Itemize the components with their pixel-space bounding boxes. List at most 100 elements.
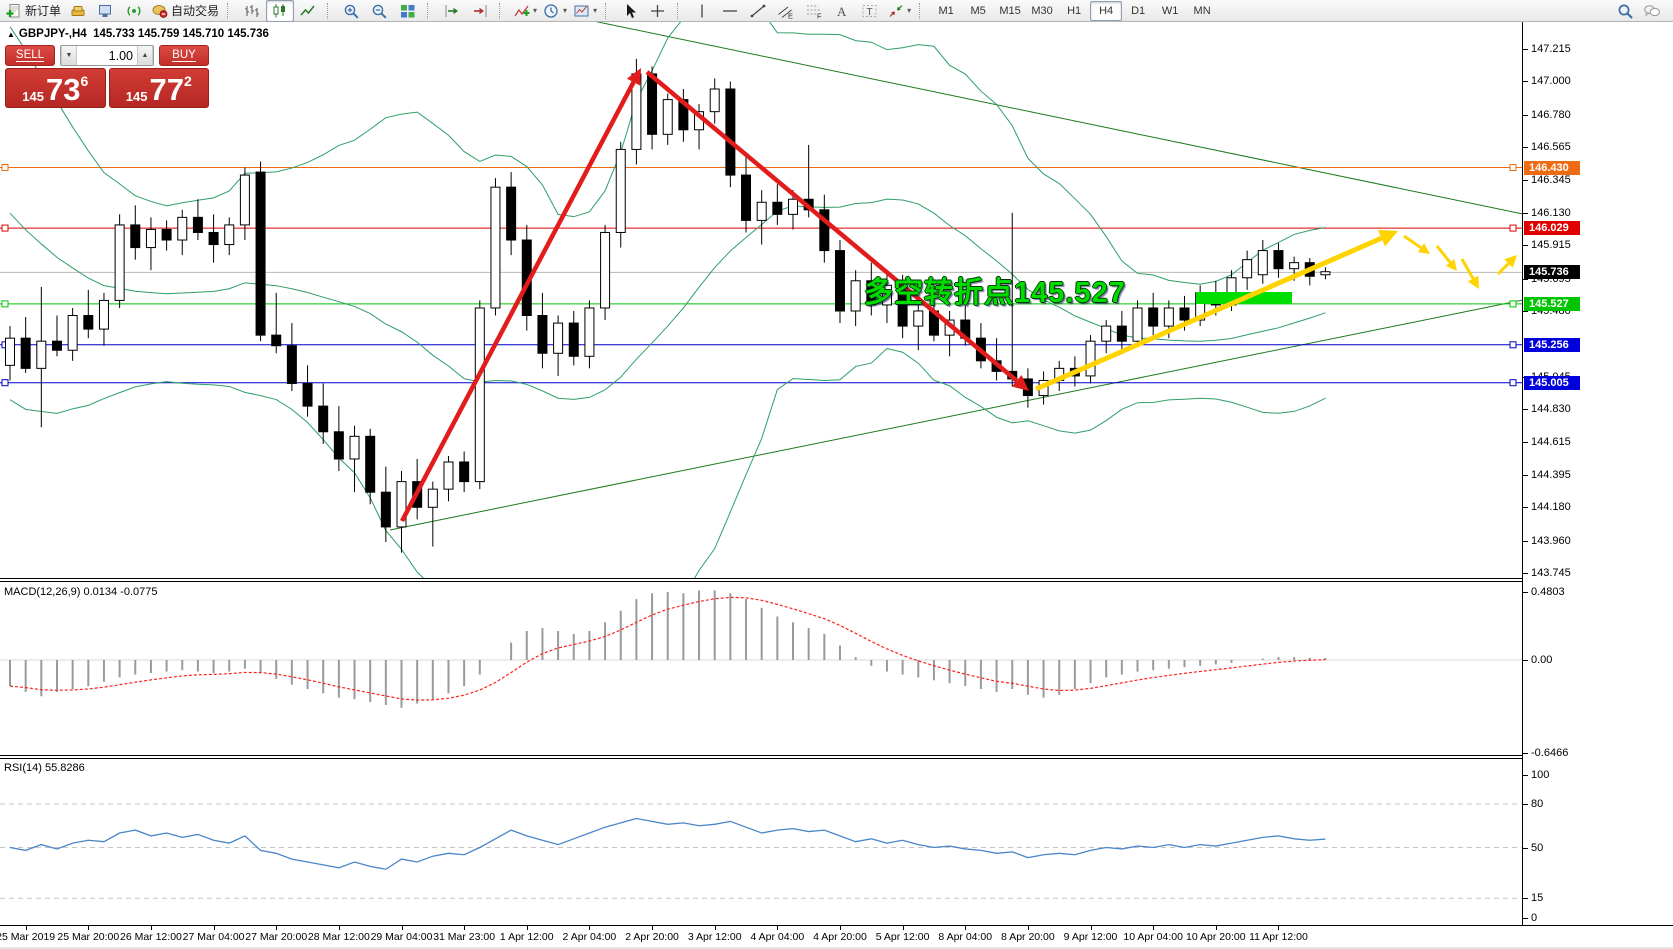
panel-separator[interactable]: [0, 758, 1673, 759]
panel-toggle-arrow[interactable]: ▲: [7, 30, 15, 39]
chart-shift-icon: [471, 3, 489, 19]
timeframe-H1[interactable]: H1: [1067, 4, 1082, 17]
chevron-down-icon[interactable]: ▾: [907, 6, 912, 15]
candle-body: [490, 186, 501, 309]
yellow-projection-arrows[interactable]: [1034, 229, 1517, 392]
candle-body: [553, 322, 564, 354]
time-axis-label: 25 Mar 20:00: [57, 931, 120, 943]
monitor-icon: [97, 3, 115, 19]
indicators-button[interactable]: ▾: [510, 0, 540, 22]
chart-shift-button[interactable]: [466, 0, 494, 22]
tiles-icon: [399, 3, 417, 19]
chevron-down-icon[interactable]: ▾: [593, 6, 598, 15]
chat-icon[interactable]: [1643, 3, 1661, 19]
candle-body: [114, 224, 125, 301]
templates-button[interactable]: ▾: [570, 0, 600, 22]
candle-body: [459, 461, 470, 483]
red-trend-arrows[interactable]: [400, 68, 1029, 523]
auto-trading-icon: [151, 3, 169, 19]
fibonacci-button[interactable]: F: [800, 0, 828, 22]
toolbar-separator: [227, 2, 235, 19]
vertical-line-button[interactable]: [688, 0, 716, 22]
candle-body: [725, 88, 736, 176]
line-anchor-square: [1509, 341, 1517, 349]
market-watch-button[interactable]: [64, 0, 92, 22]
timeframe-H4[interactable]: H4: [1090, 0, 1123, 21]
trendlines[interactable]: [389, 22, 1523, 531]
bar-chart-button[interactable]: [238, 0, 266, 22]
time-axis-tick: [652, 926, 654, 930]
candle-body: [1242, 259, 1253, 279]
zoom-out-button[interactable]: [366, 0, 394, 22]
time-axis-tick: [589, 926, 591, 930]
panel-separator[interactable]: [0, 581, 1673, 582]
sell-price-display[interactable]: 145 73 6: [5, 68, 106, 108]
candle-body: [333, 431, 344, 460]
crosshair-button[interactable]: [644, 0, 672, 22]
panel-separator: [0, 755, 1673, 756]
toolbar-separator: [605, 2, 613, 19]
rsi-indicator-panel[interactable]: [0, 759, 1523, 925]
tile-windows-button[interactable]: [394, 0, 422, 22]
equidistant-channel-button[interactable]: E: [772, 0, 800, 22]
periods-button[interactable]: ▾: [540, 0, 570, 22]
price-axis-label: 146.345: [1531, 174, 1571, 187]
chevron-down-icon[interactable]: ▾: [533, 6, 538, 15]
price-axis-tick: [1523, 114, 1528, 116]
rsi-axis-label: 50: [1531, 842, 1544, 854]
new-order-button[interactable]: 新订单: [2, 0, 64, 22]
timeframe-M1[interactable]: M1: [938, 4, 954, 17]
auto-scroll-button[interactable]: [438, 0, 466, 22]
candlestick-chart-button[interactable]: [266, 0, 295, 22]
top-toolbar: 新订单 自动交易 ▾ ▾ ▾ E F A T ▾ M1 M5 M15 M30 H1 H4 D1 W1 MN: [0, 0, 1673, 22]
time-axis[interactable]: 25 Mar 2019 25 Mar 20:00 26 Mar 12:00 27 Ma…: [0, 925, 1673, 947]
arrows-button[interactable]: ▾: [884, 0, 914, 22]
panel-separator: [0, 578, 1673, 579]
timeframe-M15[interactable]: M15: [999, 4, 1021, 17]
data-window-button[interactable]: [92, 0, 120, 22]
price-axis-label: 145.915: [1531, 239, 1571, 252]
time-axis-tick: [526, 926, 528, 930]
price-axis-label: 143.745: [1531, 566, 1571, 579]
signals-button[interactable]: [120, 0, 148, 22]
cursor-button[interactable]: [616, 0, 644, 22]
timeframe-D1[interactable]: D1: [1131, 4, 1146, 17]
timeframe-M30[interactable]: M30: [1031, 4, 1053, 17]
price-level-badge: 145.736: [1524, 265, 1580, 280]
text-button[interactable]: A: [828, 0, 856, 22]
time-axis-label: 1 Apr 12:00: [499, 931, 554, 943]
candle-body: [647, 73, 658, 135]
text-label-button[interactable]: T: [856, 0, 884, 22]
chevron-down-icon[interactable]: ▾: [563, 6, 568, 15]
timeframe-M5[interactable]: M5: [970, 4, 986, 17]
sell-button[interactable]: SELL: [5, 45, 55, 66]
candle-body: [192, 216, 203, 233]
line-chart-button[interactable]: [294, 0, 322, 22]
candle-body: [1148, 307, 1159, 327]
price-chart-canvas[interactable]: ▲ GBPJPY-,H4 145.733 145.759 145.710 145.…: [0, 22, 1523, 578]
buy-button[interactable]: BUY: [159, 45, 209, 66]
price-axis[interactable]: 147.215 147.000 146.780 146.565 146.345 146.1…: [1522, 22, 1673, 925]
candle-body: [271, 334, 282, 347]
zoom-out-icon: [371, 3, 389, 19]
macd-indicator-panel[interactable]: [0, 582, 1523, 755]
volume-input[interactable]: [77, 46, 137, 65]
search-icon[interactable]: [1617, 3, 1635, 19]
buy-price-display[interactable]: 145 77 2: [108, 68, 209, 108]
auto-trading-button[interactable]: 自动交易: [148, 0, 222, 22]
candle-body: [1289, 262, 1300, 270]
zoom-in-button[interactable]: [338, 0, 366, 22]
timeframe-MN[interactable]: MN: [1193, 4, 1211, 17]
candle-body: [365, 435, 376, 493]
signal-icon: [125, 3, 143, 19]
time-axis-tick: [25, 926, 27, 930]
trendline-button[interactable]: [744, 0, 772, 22]
timeframe-W1[interactable]: W1: [1161, 4, 1179, 17]
rsi-svg: [0, 803, 1523, 899]
volume-increase-button[interactable]: ▲: [137, 46, 153, 65]
horizontal-line-button[interactable]: [716, 0, 744, 22]
rsi-axis-tick: [1523, 848, 1528, 849]
macd-histogram: [9, 590, 1327, 708]
volume-decrease-button[interactable]: ▼: [61, 46, 77, 65]
price-axis-tick: [1523, 474, 1528, 476]
